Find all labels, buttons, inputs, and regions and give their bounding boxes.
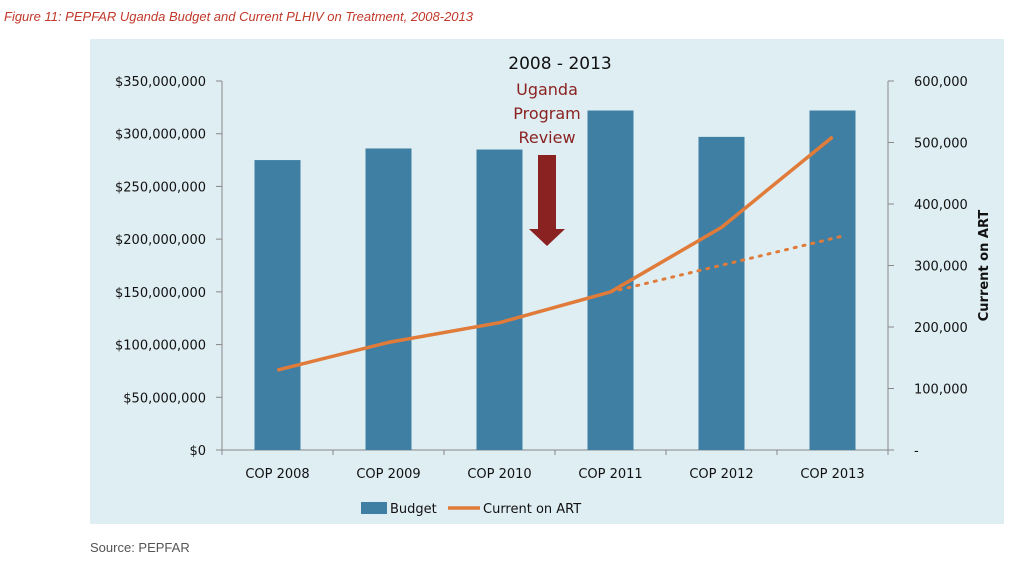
bar-budget: [476, 149, 523, 450]
left-axis-tick-label: $150,000,000: [115, 286, 206, 301]
annotation-text: Uganda: [516, 80, 578, 99]
annotation-arrow-shaft: [538, 155, 556, 229]
x-axis-tick-label: COP 2008: [245, 467, 309, 482]
annotation-arrow-head: [529, 229, 565, 246]
chart-panel: 2008 - 2013 $0 $50,000,000 $100,000,000 $150…: [90, 39, 1004, 524]
source-note: Source: PEPFAR: [90, 540, 190, 555]
figure-caption: Figure 11: PEPFAR Uganda Budget and Curr…: [4, 9, 473, 24]
x-axis-tick-label: COP 2013: [800, 467, 864, 482]
x-axis-tick-label: COP 2011: [578, 467, 642, 482]
right-axis-tick-label: 600,000: [914, 75, 968, 90]
legend-label-budget: Budget: [390, 502, 437, 517]
left-axis-tick-label: $100,000,000: [115, 339, 206, 354]
line-point-current-on-art: [832, 136, 833, 138]
right-axis-tick-label: -: [914, 444, 919, 459]
left-axis-tick-label: $300,000,000: [115, 128, 206, 143]
line-point-current-on-art: [499, 322, 500, 324]
line-point-current-on-art: [277, 369, 278, 371]
line-point-current-on-art: [610, 291, 611, 293]
line-point-current-on-art: [721, 226, 722, 228]
legend-label-current-on-art: Current on ART: [483, 502, 581, 517]
line-point-current-on-art: [388, 341, 389, 343]
x-axis-tick-label: COP 2010: [467, 467, 531, 482]
projection-line: [609, 235, 842, 294]
left-axis-tick-label: $250,000,000: [115, 180, 206, 195]
x-axis-tick-label: COP 2012: [689, 467, 753, 482]
annotation-text: Review: [518, 128, 575, 147]
right-axis-tick-label: 200,000: [914, 321, 968, 336]
line-current-on-art: [277, 135, 834, 372]
bar-budget: [698, 136, 745, 450]
budget-art-chart: 2008 - 2013 $0 $50,000,000 $100,000,000 $150…: [115, 54, 992, 517]
right-axis-tick-label: 100,000: [914, 383, 968, 398]
left-axis-tick-label: $200,000,000: [115, 233, 206, 248]
right-axis-tick-label: 400,000: [914, 198, 968, 213]
right-axis-tick-label: 300,000: [914, 260, 968, 275]
bar-budget: [365, 148, 412, 450]
chart-title: 2008 - 2013: [508, 54, 611, 74]
right-axis-label: Current on ART: [977, 210, 992, 322]
legend-swatch-budget: [361, 502, 387, 514]
left-axis-tick-label: $50,000,000: [123, 391, 206, 406]
bar-budget: [809, 110, 856, 451]
left-axis-tick-label: $0: [189, 444, 206, 459]
x-axis-tick-label: COP 2009: [356, 467, 420, 482]
annotation-text: Program: [513, 104, 581, 123]
right-axis-tick-label: 500,000: [914, 137, 968, 152]
left-axis-tick-label: $350,000,000: [115, 75, 206, 90]
bar-budget: [587, 110, 634, 451]
bar-budget: [254, 160, 301, 451]
